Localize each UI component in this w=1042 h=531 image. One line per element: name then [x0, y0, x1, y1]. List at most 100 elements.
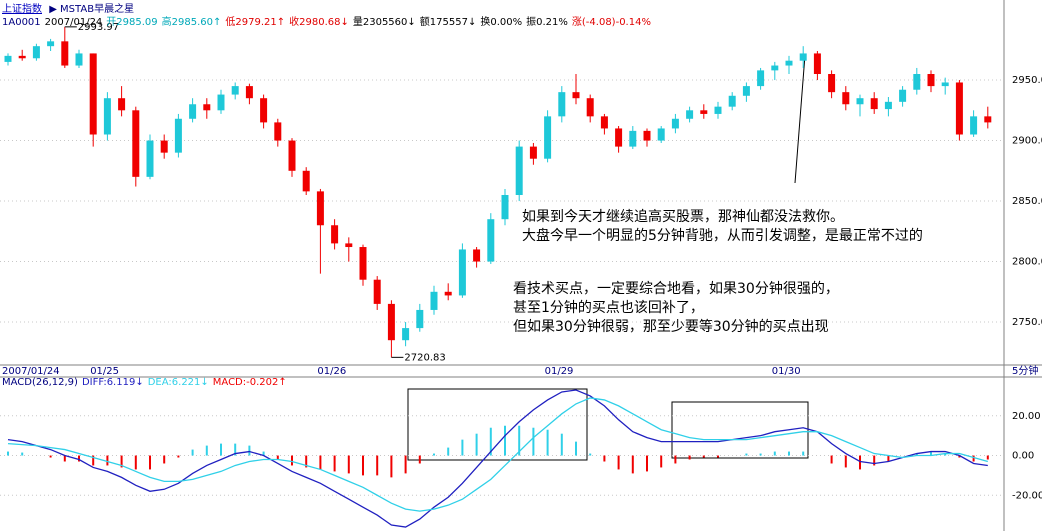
note-line: 甚至1分钟的买点也该回补了， [513, 300, 704, 316]
macd-title: MACD(26,12,9) [2, 377, 78, 388]
candle-body [657, 128, 665, 141]
candle-body [529, 146, 537, 159]
candle-body [146, 140, 154, 177]
macd-header: MACD(26,12,9) DIFF:6.119↓ DEA:6.221↓ MACD:-… [2, 377, 291, 388]
macd-line [7, 389, 988, 528]
candle-body [757, 70, 765, 87]
candle-body [387, 303, 395, 341]
candle-body [416, 309, 424, 329]
highlight-box [407, 388, 588, 461]
index-name[interactable]: 上证指数 [2, 4, 42, 15]
candle-body [714, 106, 722, 114]
note-line: 如果到今天才继续追高买股票，那神仙都没法救你。 [522, 209, 844, 225]
candle-body [728, 95, 736, 107]
candle-body [586, 98, 594, 117]
candle-body [203, 104, 211, 111]
candle-body [274, 122, 282, 141]
candle-body [544, 116, 552, 159]
candle-body [103, 98, 111, 135]
annotation: 2720.83 [404, 352, 445, 363]
candle-body [629, 130, 637, 147]
candle-body [771, 65, 779, 71]
candle-body [813, 53, 821, 75]
candle-body [501, 195, 509, 220]
y-tick-label: 0.00 [1012, 451, 1034, 462]
candle-body [32, 46, 40, 59]
highlight-box [671, 401, 809, 459]
candle-body [359, 247, 367, 280]
candle-body [302, 170, 310, 192]
quote-field: 开2985.09 [106, 17, 158, 28]
candle-body [316, 191, 324, 226]
quote-field: 高2985.60↑ [161, 17, 222, 28]
candle-body [856, 98, 864, 105]
candle-body [941, 82, 949, 87]
candle-body [217, 94, 225, 111]
candle-body [473, 249, 481, 262]
quote-field: 额175557↓ [419, 17, 477, 28]
macd-line [7, 397, 988, 512]
quote-field: 涨(-4.08)-0.14% [571, 17, 651, 28]
candle-body [984, 116, 992, 123]
candle-body [870, 98, 878, 110]
note-line: 但如果30分钟很弱，那至少要等30分钟的买点出现 [513, 319, 829, 335]
candle-body [260, 98, 268, 123]
x-tick-label: 2007/01/24 [2, 366, 60, 377]
quote-field: 低2979.21↑ [225, 17, 286, 28]
quote-line: 1A0001 2007/01/24 开2985.09 高2985.60↑ 低2979.2… [2, 13, 655, 28]
y-tick-label: 2950.00 [1012, 75, 1042, 86]
quote-field: 换0.00% [480, 17, 523, 28]
x-tick-label: 01/30 [772, 366, 801, 377]
candle-body [558, 92, 566, 117]
candle-body [572, 92, 580, 99]
candle-body [785, 60, 793, 66]
candle-body [118, 98, 126, 111]
candle-body [615, 128, 623, 147]
candle-body [884, 101, 892, 110]
title-bar: 上证指数 ▶ MSTAB早晨之星 [2, 0, 138, 15]
note: 如果到今天才继续追高买股票，那神仙都没法救你。大盘今早一个明显的5分钟背驰，从而… [522, 208, 923, 246]
x-tick-label: 01/25 [90, 366, 119, 377]
candle-body [345, 243, 353, 248]
legend-entry: DEA:6.221↓ [147, 377, 209, 388]
note-line: 看技术买点，一定要综合地看，如果30分钟很强的， [513, 281, 839, 297]
candle-body [75, 53, 83, 66]
annotation: 2993.97 [78, 22, 119, 33]
candle-body [245, 86, 253, 99]
candle-body [61, 41, 69, 66]
quote-field: 振0.21% [526, 17, 568, 28]
x-tick-label: 01/29 [545, 366, 574, 377]
candle-body [927, 74, 935, 87]
candle-body [828, 74, 836, 93]
candle-body [842, 92, 850, 105]
quote-field: 2007/01/24 [44, 17, 103, 28]
note-line: 大盘今早一个明显的5分钟背驰，从而引发调整，是最正常不过的 [522, 228, 923, 244]
candle-body [686, 110, 694, 119]
candle-body [89, 53, 97, 135]
period-label: 5分钟 [1012, 364, 1038, 377]
candle-body [231, 86, 239, 95]
quote-field: 1A0001 [2, 17, 41, 28]
candle-body [742, 86, 750, 96]
candle-body [4, 55, 12, 62]
candle-body [643, 130, 651, 141]
candle-body [47, 41, 55, 47]
candle-body [189, 104, 197, 119]
y-tick-label: -20.00 [1012, 490, 1042, 501]
candle-body [955, 82, 963, 135]
legend-entry: MACD:-0.202↑ [212, 377, 287, 388]
candle-body [671, 118, 679, 129]
candle-body [402, 328, 410, 341]
candle-body [288, 140, 296, 171]
candle-body [132, 110, 140, 177]
candle-body [430, 291, 438, 310]
candle-body [331, 225, 339, 244]
candle-body [18, 55, 26, 59]
trend-line [794, 54, 806, 184]
candle-body [444, 291, 452, 296]
indicator[interactable]: ▶ MSTAB早晨之星 [49, 4, 135, 15]
candle-body [373, 279, 381, 304]
candle-body [515, 146, 523, 195]
quote-field: 收2980.68↓ [289, 17, 349, 28]
